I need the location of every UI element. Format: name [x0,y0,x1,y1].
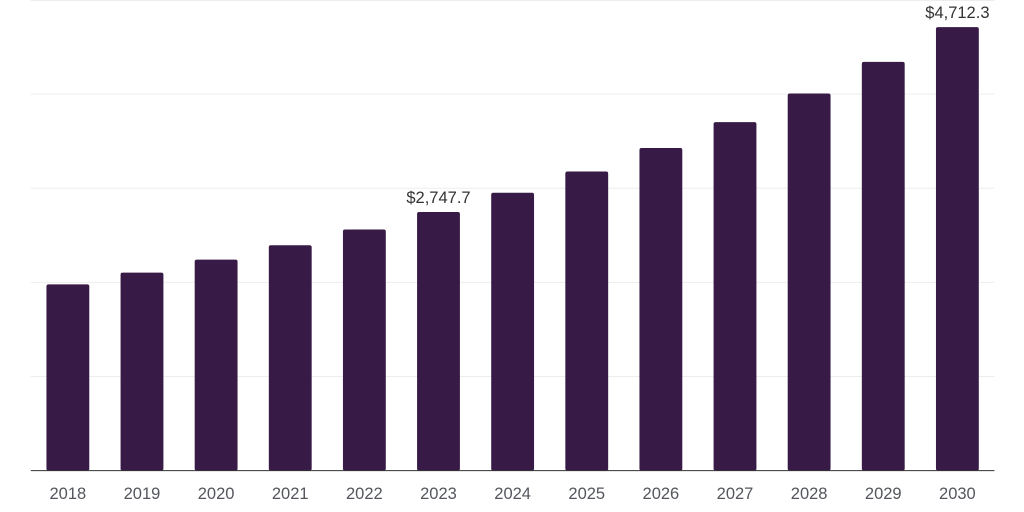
svg-text:2021: 2021 [272,485,309,503]
svg-text:2024: 2024 [494,485,531,503]
svg-text:2025: 2025 [568,485,605,503]
svg-text:2028: 2028 [791,485,828,503]
svg-text:2023: 2023 [420,485,457,503]
svg-text:2030: 2030 [939,485,976,503]
svg-text:2027: 2027 [717,485,754,503]
svg-text:$2,747.7: $2,747.7 [406,189,470,207]
svg-text:2022: 2022 [346,485,383,503]
svg-text:$4,712.3: $4,712.3 [925,4,989,22]
svg-text:2018: 2018 [50,485,87,503]
svg-text:2026: 2026 [643,485,680,503]
svg-text:2020: 2020 [198,485,235,503]
svg-text:2029: 2029 [865,485,902,503]
svg-text:2019: 2019 [124,485,161,503]
